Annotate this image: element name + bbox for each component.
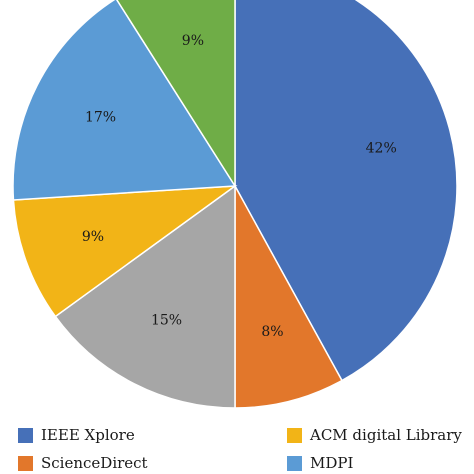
pie-slice-sciencedirect bbox=[234, 185, 343, 409]
slices-group bbox=[12, 0, 458, 409]
pie-slice-mdpi bbox=[12, 0, 237, 201]
labels-group: 42% 8% 15% 9% 17% 9% bbox=[82, 33, 397, 340]
legend-item-ieee-xplore: IEEE Xplore bbox=[18, 426, 135, 444]
legend-label-mdpi: MDPI bbox=[310, 454, 354, 472]
legend-item-acm-digital-library: ACM digital Library bbox=[287, 426, 462, 444]
legend: IEEE Xplore ACM digital Library ScienceD… bbox=[0, 418, 474, 474]
pie-slice-other bbox=[54, 184, 236, 409]
legend-label-ieee-xplore: IEEE Xplore bbox=[41, 426, 135, 444]
slice-label-mdpi: 17% bbox=[85, 110, 116, 126]
slice-label-acm-digital-library: 9% bbox=[82, 229, 104, 245]
legend-swatch-ieee-xplore bbox=[18, 427, 33, 443]
legend-swatch-acm-digital-library bbox=[287, 427, 302, 443]
slice-label-ieee-xplore: 42% bbox=[366, 141, 397, 157]
legend-item-mdpi: MDPI bbox=[287, 454, 353, 472]
legend-item-sciencedirect: ScienceDirect bbox=[18, 454, 148, 472]
pie-slice-acm-digital-library bbox=[12, 185, 238, 318]
slice-label-other-2: 9% bbox=[182, 33, 204, 49]
legend-swatch-mdpi bbox=[287, 455, 302, 471]
slice-label-sciencedirect: 8% bbox=[261, 324, 283, 340]
pie-slice-other-2 bbox=[116, 0, 236, 189]
legend-label-sciencedirect: ScienceDirect bbox=[41, 454, 148, 472]
legend-label-acm-digital-library: ACM digital Library bbox=[310, 426, 462, 444]
legend-swatch-sciencedirect bbox=[18, 455, 33, 471]
slice-label-other: 15% bbox=[151, 313, 182, 329]
